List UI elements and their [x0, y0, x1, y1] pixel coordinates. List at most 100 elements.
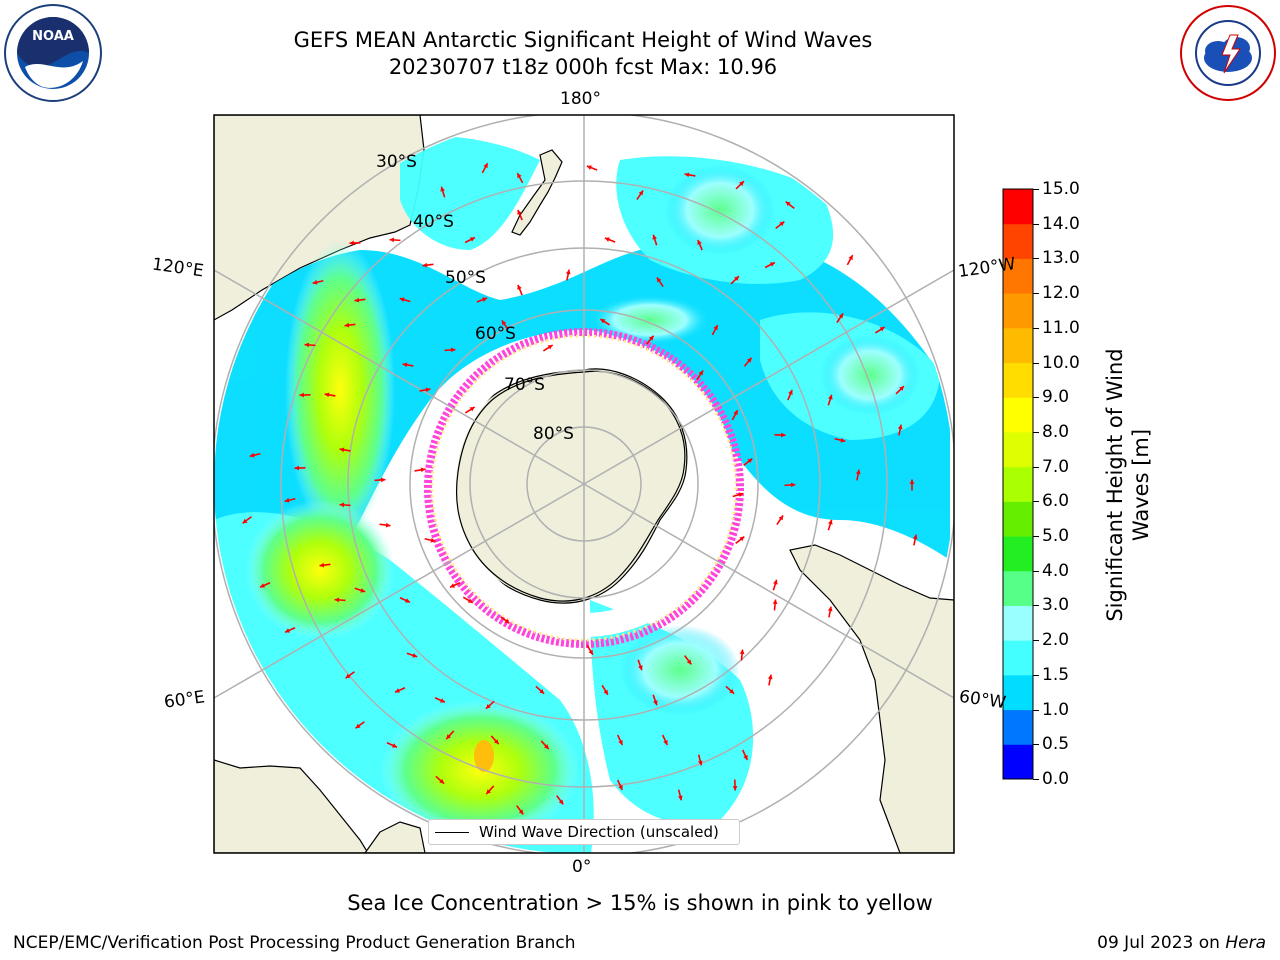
wave-direction-arrowhead [304, 342, 310, 348]
colorbar-tick-label: 11.0 [1042, 317, 1080, 338]
wave-direction-arrowhead [394, 688, 400, 693]
wave-direction-arrowhead [739, 536, 745, 542]
legend-line-sample [435, 832, 469, 833]
colorbar [1002, 188, 1034, 780]
colorbar-tick-mark [1033, 536, 1039, 538]
wave-direction-arrowhead [848, 255, 853, 261]
wave-direction-arrowhead [425, 387, 431, 393]
wave-direction-arrowhead [600, 319, 606, 324]
colorbar-segment [1003, 293, 1033, 329]
colorbar-tick-label: 9.0 [1042, 387, 1070, 408]
colorbar-tick-label: 4.0 [1042, 560, 1070, 581]
wave-direction-arrowhead [746, 357, 752, 363]
colorbar-tick-label: 8.0 [1042, 421, 1070, 442]
wave-direction-arrowhead [299, 392, 304, 398]
wave-direction-arrowhead [828, 394, 833, 400]
wave-direction-arrowhead [355, 723, 361, 729]
wave-direction-arrowhead [840, 437, 846, 443]
footer-date: 09 Jul 2023 on Hera [1097, 933, 1266, 953]
noaa-logo-icon: NOAA [3, 3, 103, 103]
wave-direction-arrowhead [440, 698, 446, 703]
wave-direction-arrowhead [558, 799, 564, 805]
land-south-america [789, 544, 954, 853]
wave-direction-arrowhead [405, 598, 411, 603]
wave-direction-arrowhead [588, 649, 593, 655]
footer-credit: NCEP/EMC/Verification Post Processing Pr… [13, 933, 576, 953]
legend: Wind Wave Direction (unscaled) [428, 819, 740, 845]
colorbar-tick-mark [1033, 674, 1039, 676]
colorbar-segment [1003, 709, 1033, 745]
chart-title: GEFS MEAN Antarctic Significant Height o… [293, 28, 873, 52]
wave-direction-arrowhead [517, 209, 522, 215]
wave-direction-arrowhead [284, 628, 290, 633]
wave-direction-arrowhead [249, 452, 255, 458]
wave-direction-arrowhead [785, 201, 791, 207]
colorbar-tick-mark [1033, 189, 1039, 190]
wave-direction-arrowhead [734, 276, 739, 281]
lat-label-60s: 60°S [475, 324, 516, 344]
colorbar-tick-label: 10.0 [1042, 352, 1080, 373]
colorbar-segment [1003, 605, 1033, 641]
colorbar-tick-mark [1033, 640, 1039, 642]
wave-direction-arrowhead [242, 518, 248, 524]
sea-ice-note: Sea Ice Concentration > 15% is shown in … [347, 891, 933, 915]
wave-direction-arrowhead [450, 347, 456, 353]
colorbar-tick-mark [1033, 570, 1039, 572]
wave-direction-arrowhead [543, 744, 549, 750]
wave-direction-arrowhead [385, 522, 391, 528]
wave-direction-arrowhead [312, 279, 318, 285]
wave-direction-arrowhead [713, 325, 718, 331]
colorbar-tick-mark [1033, 466, 1039, 468]
lat-label-50s: 50°S [445, 268, 486, 288]
wave-direction-arrowhead [827, 606, 833, 612]
wave-direction-arrowhead [483, 163, 488, 169]
wave-direction-arrowhead [638, 665, 643, 671]
wave-direction-arrowhead [469, 237, 475, 242]
wave-direction-arrowhead [652, 234, 657, 240]
colorbar-tick-label: 0.0 [1042, 769, 1070, 789]
colorbar-tick-label: 1.5 [1042, 664, 1070, 685]
wave-direction-arrowhead [469, 407, 475, 412]
colorbar-tick-label: 1.0 [1042, 699, 1070, 720]
lon-label-0: 0° [572, 857, 592, 877]
wave-direction-arrowhead [879, 327, 885, 332]
wave-direction-arrowhead [402, 362, 408, 368]
wave-direction-arrowhead [648, 335, 654, 341]
wave-direction-arrowhead [412, 653, 418, 658]
colorbar-segment [1003, 674, 1033, 711]
wave-direction-arrowhead [743, 754, 748, 760]
colorbar-segment [1003, 327, 1033, 364]
wave-field [214, 136, 950, 853]
colorbar-tick-mark [1033, 779, 1039, 780]
wave-direction-arrowhead [485, 703, 491, 709]
map-frame [213, 114, 955, 854]
wave-direction-arrowhead [790, 482, 796, 488]
wave-direction-arrowhead [345, 673, 351, 679]
wave-direction-arrowhead [739, 649, 745, 655]
colorbar-tick-label: 13.0 [1042, 248, 1080, 269]
land-madagascar [364, 821, 426, 853]
colorbar-frame [1002, 188, 1034, 780]
colorbar-tick-mark [1033, 709, 1039, 711]
wave-direction-arrowhead [486, 789, 492, 795]
wave-direction-arrowhead [603, 689, 608, 695]
colorbar-tick-mark [1033, 327, 1039, 329]
wave-direction-arrowhead [909, 479, 915, 484]
colorbar-tick-mark [1033, 605, 1039, 607]
wave-direction-arrowhead [284, 497, 290, 503]
wave-direction-arrowhead [686, 659, 692, 665]
wave-direction-arrowhead [697, 760, 703, 766]
wave-direction-arrowhead [440, 186, 445, 192]
colorbar-segment [1003, 223, 1033, 259]
colorbar-segment [1003, 397, 1033, 433]
wave-direction-arrowhead [897, 424, 903, 430]
wave-direction-arrowhead [339, 447, 345, 453]
wave-direction-arrowhead [684, 172, 690, 178]
wave-direction-arrowhead [912, 534, 918, 540]
wave-direction-arrowhead [493, 739, 499, 745]
wave-direction-arrowhead [677, 795, 683, 801]
colorbar-tick-mark [1033, 744, 1039, 746]
wave-direction-arrowhead [855, 469, 861, 475]
colorbar-tick-mark [1033, 293, 1039, 295]
footer-host: Hera [1225, 933, 1266, 953]
